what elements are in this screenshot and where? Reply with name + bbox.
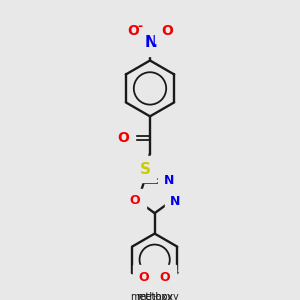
Text: +: + bbox=[153, 32, 162, 42]
Text: N: N bbox=[145, 35, 157, 50]
Text: N: N bbox=[164, 174, 174, 187]
Text: methoxy: methoxy bbox=[130, 292, 173, 300]
Text: methoxy: methoxy bbox=[136, 292, 179, 300]
Text: methoxy: methoxy bbox=[153, 296, 160, 298]
Text: O: O bbox=[160, 271, 170, 284]
Text: N: N bbox=[170, 195, 180, 208]
Text: S: S bbox=[140, 162, 151, 177]
Text: O: O bbox=[117, 131, 129, 145]
Text: O: O bbox=[130, 194, 140, 207]
Text: -: - bbox=[137, 20, 142, 33]
Text: O: O bbox=[127, 24, 139, 38]
Text: methoxy: methoxy bbox=[154, 295, 161, 297]
Text: O: O bbox=[160, 274, 170, 288]
Text: O: O bbox=[161, 24, 173, 38]
Text: O: O bbox=[139, 271, 149, 284]
Text: methoxy: methoxy bbox=[158, 296, 164, 297]
